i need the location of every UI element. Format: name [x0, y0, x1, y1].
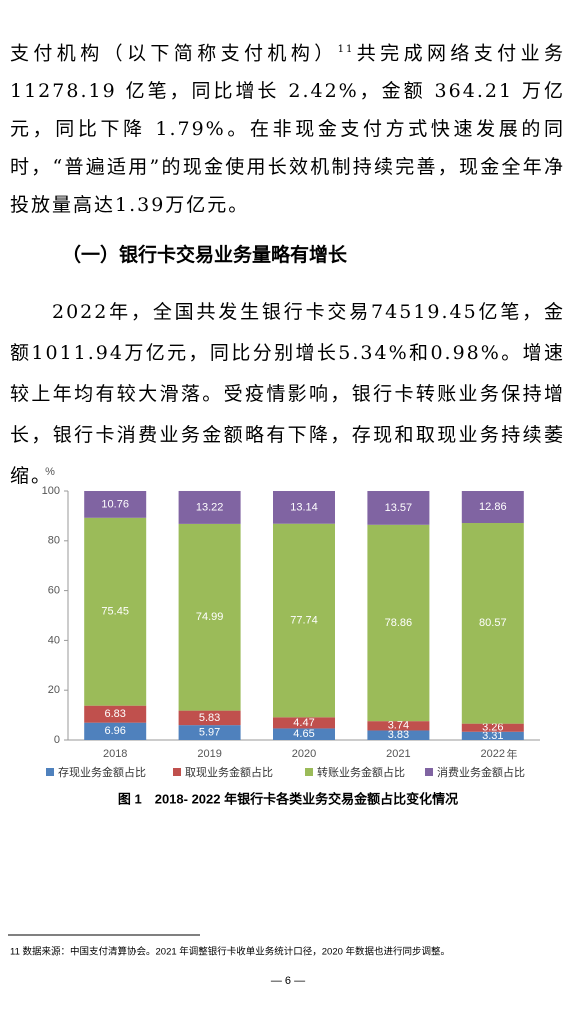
data-label: 13.22: [196, 501, 224, 513]
y-tick-label: 40: [48, 634, 60, 646]
y-tick-label: 100: [42, 485, 60, 497]
bar-segment: [273, 717, 335, 729]
data-label: 4.65: [293, 728, 314, 740]
bar-segment: [461, 491, 524, 524]
data-label: 12.86: [479, 501, 507, 513]
data-label: 5.97: [199, 726, 220, 738]
data-label: 3.83: [388, 729, 409, 741]
bar-segment: [84, 517, 147, 706]
data-label: 3.26: [482, 722, 503, 734]
data-label: 77.74: [290, 614, 318, 626]
x-tick-label: 2018: [103, 748, 127, 760]
footnote: 11 数据来源：中国支付清算协会。2021 年调整银行卡收单业务统计口径，202…: [10, 946, 450, 958]
legend-swatch: [46, 768, 54, 776]
bar-segment: [367, 721, 430, 731]
x-unit: 年: [507, 747, 518, 761]
x-tick-label: 2019: [197, 748, 221, 760]
paragraph: 支付机构（以下简称支付机构）11共完成网络支付业务11278.19 亿笔，同比增…: [10, 31, 565, 224]
bar-segment: [178, 710, 241, 726]
bar-segment: [84, 491, 147, 518]
legend-swatch: [173, 768, 181, 776]
data-label: 13.57: [385, 502, 413, 514]
data-label: 78.86: [385, 617, 413, 629]
bar-segment: [461, 731, 524, 740]
x-tick-label: 2021: [386, 748, 410, 760]
data-label: 4.47: [293, 717, 314, 729]
text: 支付机构（以下简称支付机构）: [10, 42, 338, 65]
y-unit: %: [45, 466, 55, 478]
bar-segment: [367, 730, 430, 740]
bar-segment: [367, 491, 430, 525]
bar-segment: [84, 705, 147, 723]
y-tick-label: 80: [48, 535, 60, 547]
legend-swatch: [305, 768, 313, 776]
x-tick-label: 2022: [481, 748, 505, 760]
data-label: 74.99: [196, 611, 224, 623]
data-label: 5.83: [199, 712, 220, 724]
data-label: 3.31: [482, 730, 503, 742]
bar-segment: [367, 524, 430, 722]
legend-swatch: [425, 768, 433, 776]
data-label: 10.76: [101, 498, 129, 510]
paragraph: 2022年，全国共发生银行卡交易74519.45亿笔，金额1011.94万亿元，…: [10, 301, 565, 487]
footnote-ref: 11: [337, 44, 355, 55]
bar-segment: [273, 491, 335, 524]
data-label: 80.57: [479, 617, 507, 629]
legend-label: 消费业务金额占比: [437, 765, 525, 779]
legend-label: 取现业务金额占比: [185, 765, 273, 779]
x-tick-label: 2020: [292, 748, 316, 760]
legend-label: 转账业务金额占比: [317, 765, 405, 779]
data-label: 6.83: [104, 708, 125, 720]
bar-segment: [273, 523, 335, 718]
data-label: 75.45: [101, 606, 129, 618]
data-label: 6.96: [104, 725, 125, 737]
y-tick-label: 20: [48, 684, 60, 696]
bar-segment: [273, 728, 335, 740]
caption: 图 1 2018- 2022 年银行卡各类业务交易金额占比变化情况: [118, 791, 458, 806]
data-label: 13.14: [290, 501, 318, 513]
bar-segment: [178, 523, 241, 711]
bar-segment: [84, 722, 147, 740]
data-label: 3.74: [388, 720, 409, 732]
bar-segment: [461, 723, 524, 732]
y-tick-label: 60: [48, 585, 60, 597]
bar-segment: [461, 523, 524, 724]
page-number: — 6 —: [271, 975, 305, 987]
legend-label: 存现业务金额占比: [58, 765, 146, 779]
y-tick-label: 0: [54, 734, 60, 746]
bar-segment: [178, 490, 241, 524]
section-heading: （一）银行卡交易业务量略有增长: [62, 244, 348, 266]
bar-segment: [178, 725, 241, 740]
text: 共完成网络支付业务11278.19 亿笔，同比增长 2.42%，金额 364.2…: [10, 42, 565, 217]
